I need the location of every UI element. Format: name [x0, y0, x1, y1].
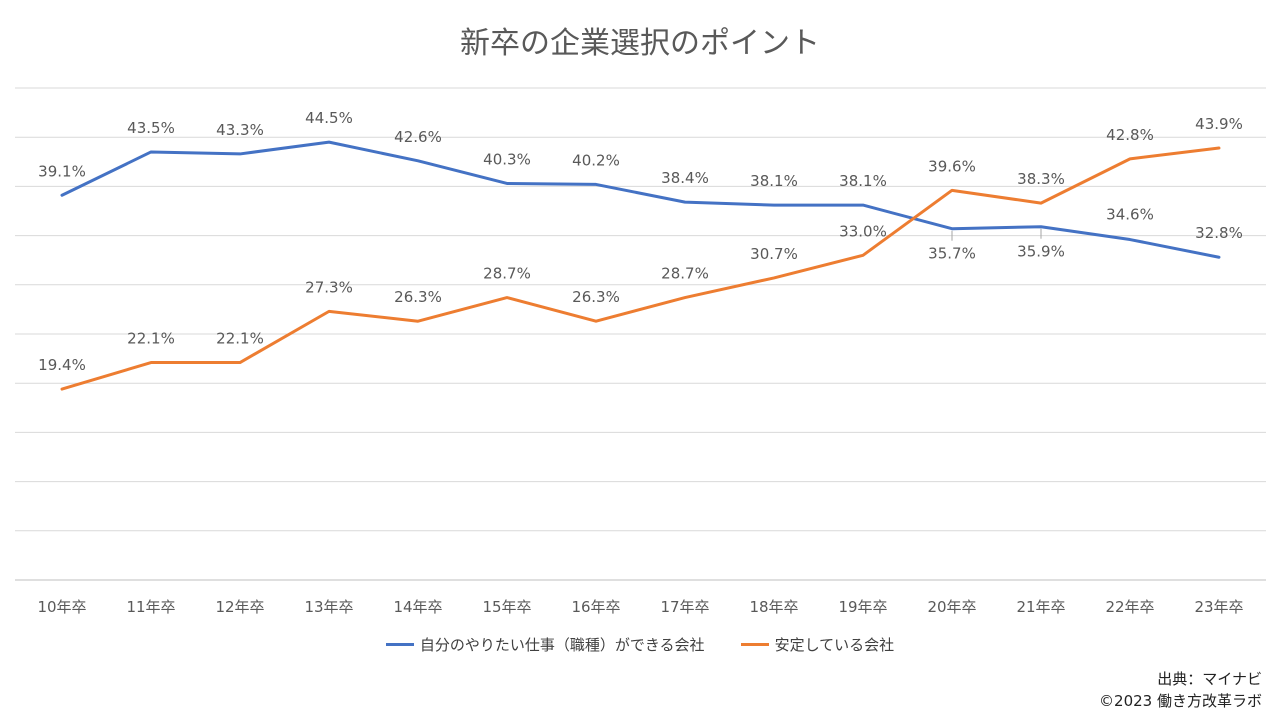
data-label-blue: 38.4% — [661, 169, 709, 187]
x-tick-label: 17年卒 — [660, 598, 709, 616]
data-label-orange: 30.7% — [750, 245, 798, 263]
x-tick-label: 18年卒 — [749, 598, 798, 616]
data-label-blue: 38.1% — [839, 172, 887, 190]
x-tick-label: 12年卒 — [215, 598, 264, 616]
x-tick-label: 10年卒 — [37, 598, 86, 616]
data-label-orange: 28.7% — [483, 265, 531, 283]
data-label-blue: 44.5% — [305, 109, 353, 127]
data-label-blue: 34.6% — [1106, 206, 1154, 224]
x-tick-label: 21年卒 — [1016, 598, 1065, 616]
x-tick-label: 23年卒 — [1194, 598, 1243, 616]
data-label-blue: 43.3% — [216, 121, 264, 139]
x-tick-label: 15年卒 — [482, 598, 531, 616]
data-label-orange: 33.0% — [839, 222, 887, 240]
data-label-orange: 26.3% — [394, 288, 442, 306]
x-tick-label: 20年卒 — [927, 598, 976, 616]
data-label-orange: 22.1% — [127, 330, 175, 348]
data-label-orange: 39.6% — [928, 157, 976, 175]
source-line: 出典：マイナビ — [1157, 670, 1262, 688]
chart-title: 新卒の企業選択のポイント — [460, 26, 820, 61]
data-label-blue: 42.6% — [394, 128, 442, 146]
legend-swatch-orange — [740, 643, 769, 646]
data-label-orange: 28.7% — [661, 265, 709, 283]
data-label-orange: 43.9% — [1195, 115, 1243, 133]
data-label-blue: 35.7% — [928, 245, 976, 263]
line-chart: 10年卒 11年卒 12年卒 13年卒 14年卒 15年卒 16年卒 17年卒 18年卒 19年卒… — [15, 87, 1266, 616]
x-tick-label: 13年卒 — [304, 598, 353, 616]
data-label-orange: 19.4% — [38, 356, 86, 374]
data-label-blue: 38.1% — [750, 172, 798, 190]
data-label-orange: 27.3% — [305, 278, 353, 296]
legend-swatch-blue — [385, 643, 414, 646]
x-tick-label: 16年卒 — [571, 598, 620, 616]
x-tick-label: 22年卒 — [1105, 598, 1154, 616]
data-label-blue: 39.1% — [38, 162, 86, 180]
legend-label-blue: 自分のやりたい仕事（職種）ができる会社 — [419, 636, 705, 654]
series-line-orange — [60, 146, 1221, 391]
x-tick-label: 14年卒 — [393, 598, 442, 616]
legend-item-blue[interactable]: 自分のやりたい仕事（職種）ができる会社 — [385, 634, 705, 655]
data-label-orange: 22.1% — [216, 330, 264, 348]
data-label-blue: 40.2% — [572, 151, 620, 169]
legend-label-orange: 安定している会社 — [774, 636, 895, 654]
data-label-orange: 42.8% — [1106, 126, 1154, 144]
data-label-blue: 43.5% — [127, 119, 175, 137]
source-credit: 出典：マイナビ ©2023 働き方改革ラボ — [1099, 668, 1262, 712]
legend-item-orange[interactable]: 安定している会社 — [740, 634, 895, 655]
data-label-blue: 35.9% — [1017, 243, 1065, 261]
x-tick-label: 19年卒 — [838, 598, 887, 616]
data-label-orange: 38.3% — [1017, 170, 1065, 188]
series-line-blue — [60, 140, 1221, 259]
copyright-line: ©2023 働き方改革ラボ — [1099, 692, 1262, 710]
data-label-blue: 40.3% — [483, 150, 531, 168]
legend: 自分のやりたい仕事（職種）ができる会社 安定している会社 — [0, 634, 1280, 655]
data-label-orange: 26.3% — [572, 288, 620, 306]
data-label-blue: 32.8% — [1195, 224, 1243, 242]
x-tick-label: 11年卒 — [126, 598, 175, 616]
